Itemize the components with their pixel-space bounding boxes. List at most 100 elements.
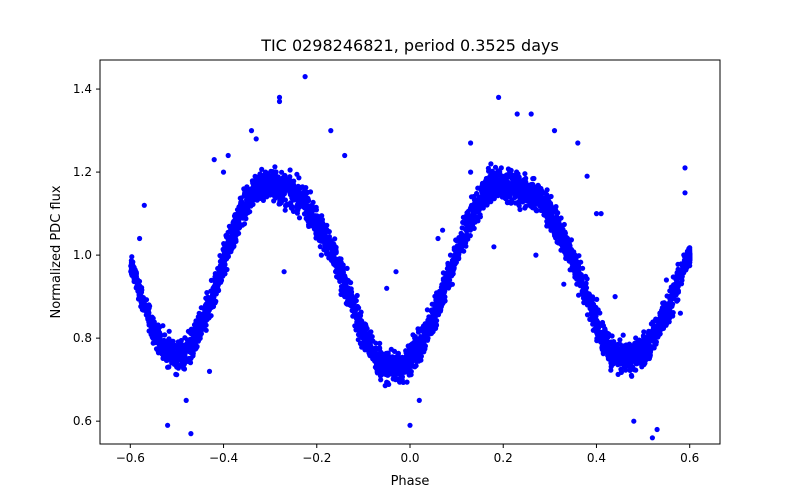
data-point <box>547 210 554 217</box>
data-point <box>310 199 316 205</box>
data-point <box>148 315 154 321</box>
data-point <box>137 285 143 291</box>
data-point <box>208 313 214 319</box>
data-point <box>586 291 592 297</box>
data-point <box>193 346 199 352</box>
data-point <box>323 229 329 235</box>
data-point <box>515 182 522 188</box>
data-point <box>258 186 264 192</box>
data-point <box>553 235 559 241</box>
data-point <box>328 128 334 134</box>
data-point <box>675 297 681 303</box>
data-point <box>594 317 600 323</box>
data-point <box>547 200 554 206</box>
data-point <box>611 339 617 345</box>
data-point <box>468 169 474 175</box>
data-point <box>408 372 414 378</box>
data-point <box>618 366 624 372</box>
data-point <box>179 363 185 369</box>
data-point <box>468 194 475 200</box>
data-point <box>319 213 325 219</box>
data-point <box>580 265 586 271</box>
data-point <box>222 271 228 277</box>
data-point <box>263 192 269 198</box>
data-point <box>641 334 647 340</box>
data-point <box>235 220 241 226</box>
data-point <box>608 367 614 373</box>
data-point <box>485 165 491 171</box>
data-point <box>459 232 465 238</box>
data-point <box>339 263 345 269</box>
data-point <box>291 197 297 203</box>
data-point <box>393 269 399 275</box>
data-point <box>375 357 381 363</box>
data-point <box>426 329 433 335</box>
data-point <box>506 194 513 200</box>
data-point <box>438 304 444 310</box>
data-point <box>557 235 563 241</box>
data-point <box>516 203 522 209</box>
data-point <box>378 377 384 383</box>
x-axis-ticks: −0.6 −0.4 −0.2 0.0 0.2 0.4 0.6 <box>116 444 699 465</box>
data-point <box>426 314 432 320</box>
data-point <box>193 318 199 324</box>
data-point <box>491 196 497 202</box>
data-point <box>598 211 604 217</box>
data-point <box>576 281 582 287</box>
data-point <box>660 313 666 319</box>
data-point <box>240 215 246 221</box>
data-point <box>496 94 502 100</box>
data-point <box>561 221 567 228</box>
data-point <box>254 187 260 193</box>
data-point <box>533 252 539 258</box>
data-point <box>370 338 376 344</box>
data-point <box>132 275 138 281</box>
data-point <box>313 206 319 212</box>
data-point <box>491 244 497 250</box>
data-point <box>506 199 512 205</box>
data-point <box>404 379 410 385</box>
data-point <box>319 229 325 235</box>
data-point <box>631 418 637 424</box>
data-point <box>391 348 398 354</box>
data-point <box>486 183 492 189</box>
data-point <box>282 207 288 213</box>
data-point <box>303 185 309 191</box>
data-point <box>226 223 232 229</box>
data-point <box>306 216 312 222</box>
data-point <box>160 323 166 329</box>
data-point <box>656 330 663 336</box>
data-point <box>687 263 693 269</box>
data-point <box>682 190 688 196</box>
data-point <box>174 355 180 361</box>
data-point <box>279 169 285 175</box>
data-point <box>487 176 493 183</box>
data-point <box>654 426 660 433</box>
data-point <box>282 172 288 179</box>
data-point <box>273 169 279 175</box>
data-point <box>363 323 369 329</box>
data-point <box>291 178 297 184</box>
data-point <box>673 276 679 282</box>
data-point <box>248 128 255 134</box>
x-tick-label: −0.2 <box>302 451 331 465</box>
data-point <box>276 94 283 100</box>
data-point <box>679 274 685 280</box>
data-point <box>165 364 171 370</box>
x-tick-label: −0.4 <box>209 451 238 465</box>
data-point <box>477 214 483 220</box>
data-point <box>440 227 446 233</box>
data-point <box>650 345 656 351</box>
data-point <box>208 305 214 311</box>
data-point <box>162 332 168 338</box>
data-point <box>424 307 430 313</box>
data-point <box>510 177 516 184</box>
data-point <box>324 234 330 240</box>
data-point <box>530 181 536 188</box>
data-point <box>225 236 232 242</box>
data-point <box>165 349 171 355</box>
data-point <box>276 98 283 105</box>
data-point <box>183 397 189 403</box>
data-point <box>221 241 227 247</box>
data-point <box>351 305 357 311</box>
